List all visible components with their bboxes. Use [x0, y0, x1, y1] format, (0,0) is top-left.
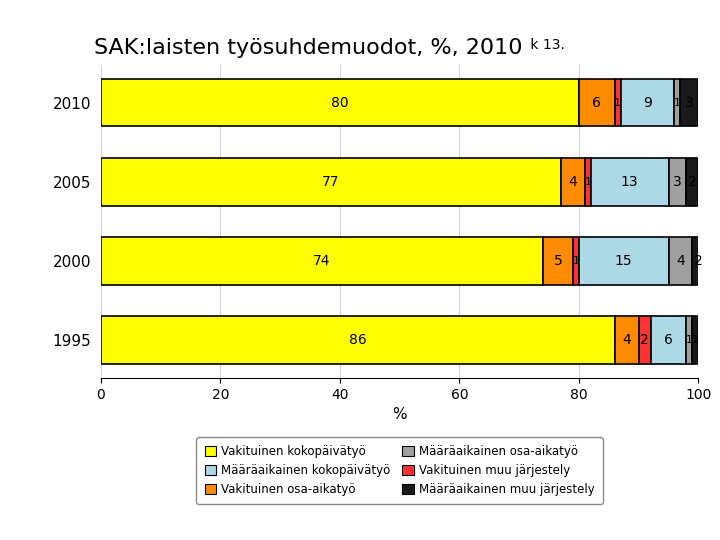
Text: 1: 1 [692, 335, 699, 345]
Bar [686, 158, 698, 206]
Text: k 13.: k 13. [526, 38, 564, 52]
Bar [693, 316, 698, 364]
Bar [668, 158, 686, 206]
Bar [675, 79, 680, 126]
Text: 80: 80 [331, 96, 348, 110]
Text: 9: 9 [643, 96, 652, 110]
Text: 1: 1 [585, 177, 591, 187]
Bar [585, 158, 591, 206]
Bar [579, 79, 615, 126]
Text: 3: 3 [685, 96, 694, 110]
Bar [680, 79, 698, 126]
Text: 74: 74 [313, 254, 330, 268]
Bar [615, 79, 621, 126]
Text: 15: 15 [615, 254, 632, 268]
Bar [591, 158, 668, 206]
Bar [686, 316, 693, 364]
Text: 2: 2 [688, 175, 697, 189]
Text: 4: 4 [676, 254, 685, 268]
Bar [668, 237, 693, 285]
Text: 1: 1 [674, 98, 681, 108]
Bar [543, 237, 573, 285]
Bar [579, 237, 668, 285]
X-axis label: %: % [392, 407, 407, 422]
Text: 13: 13 [621, 175, 639, 189]
Bar [101, 158, 561, 206]
Text: 6: 6 [664, 333, 673, 347]
Legend: Vakituinen kokopäivätyö, Määräaikainen kokopäivätyö, Vakituinen osa-aikatyö, Mää: Vakituinen kokopäivätyö, Määräaikainen k… [197, 437, 603, 504]
Bar [651, 316, 686, 364]
Bar [573, 237, 579, 285]
Text: 1: 1 [572, 256, 580, 266]
Bar [693, 237, 704, 285]
Bar [561, 158, 585, 206]
Text: 1: 1 [614, 98, 621, 108]
Text: 6: 6 [593, 96, 601, 110]
Bar [621, 79, 675, 126]
Bar [101, 79, 579, 126]
Text: 5: 5 [554, 254, 562, 268]
Text: SAK:laisten työsuhdemuodot, %, 2010: SAK:laisten työsuhdemuodot, %, 2010 [94, 38, 522, 58]
Text: 2: 2 [694, 254, 703, 268]
Text: 3: 3 [673, 175, 682, 189]
Bar [615, 316, 639, 364]
Text: 77: 77 [322, 175, 340, 189]
Text: 4: 4 [622, 333, 631, 347]
Bar [639, 316, 651, 364]
Text: 86: 86 [349, 333, 366, 347]
Text: 1: 1 [686, 335, 693, 345]
Bar [101, 237, 543, 285]
Text: 4: 4 [569, 175, 577, 189]
Bar [101, 316, 615, 364]
Text: 2: 2 [640, 333, 649, 347]
